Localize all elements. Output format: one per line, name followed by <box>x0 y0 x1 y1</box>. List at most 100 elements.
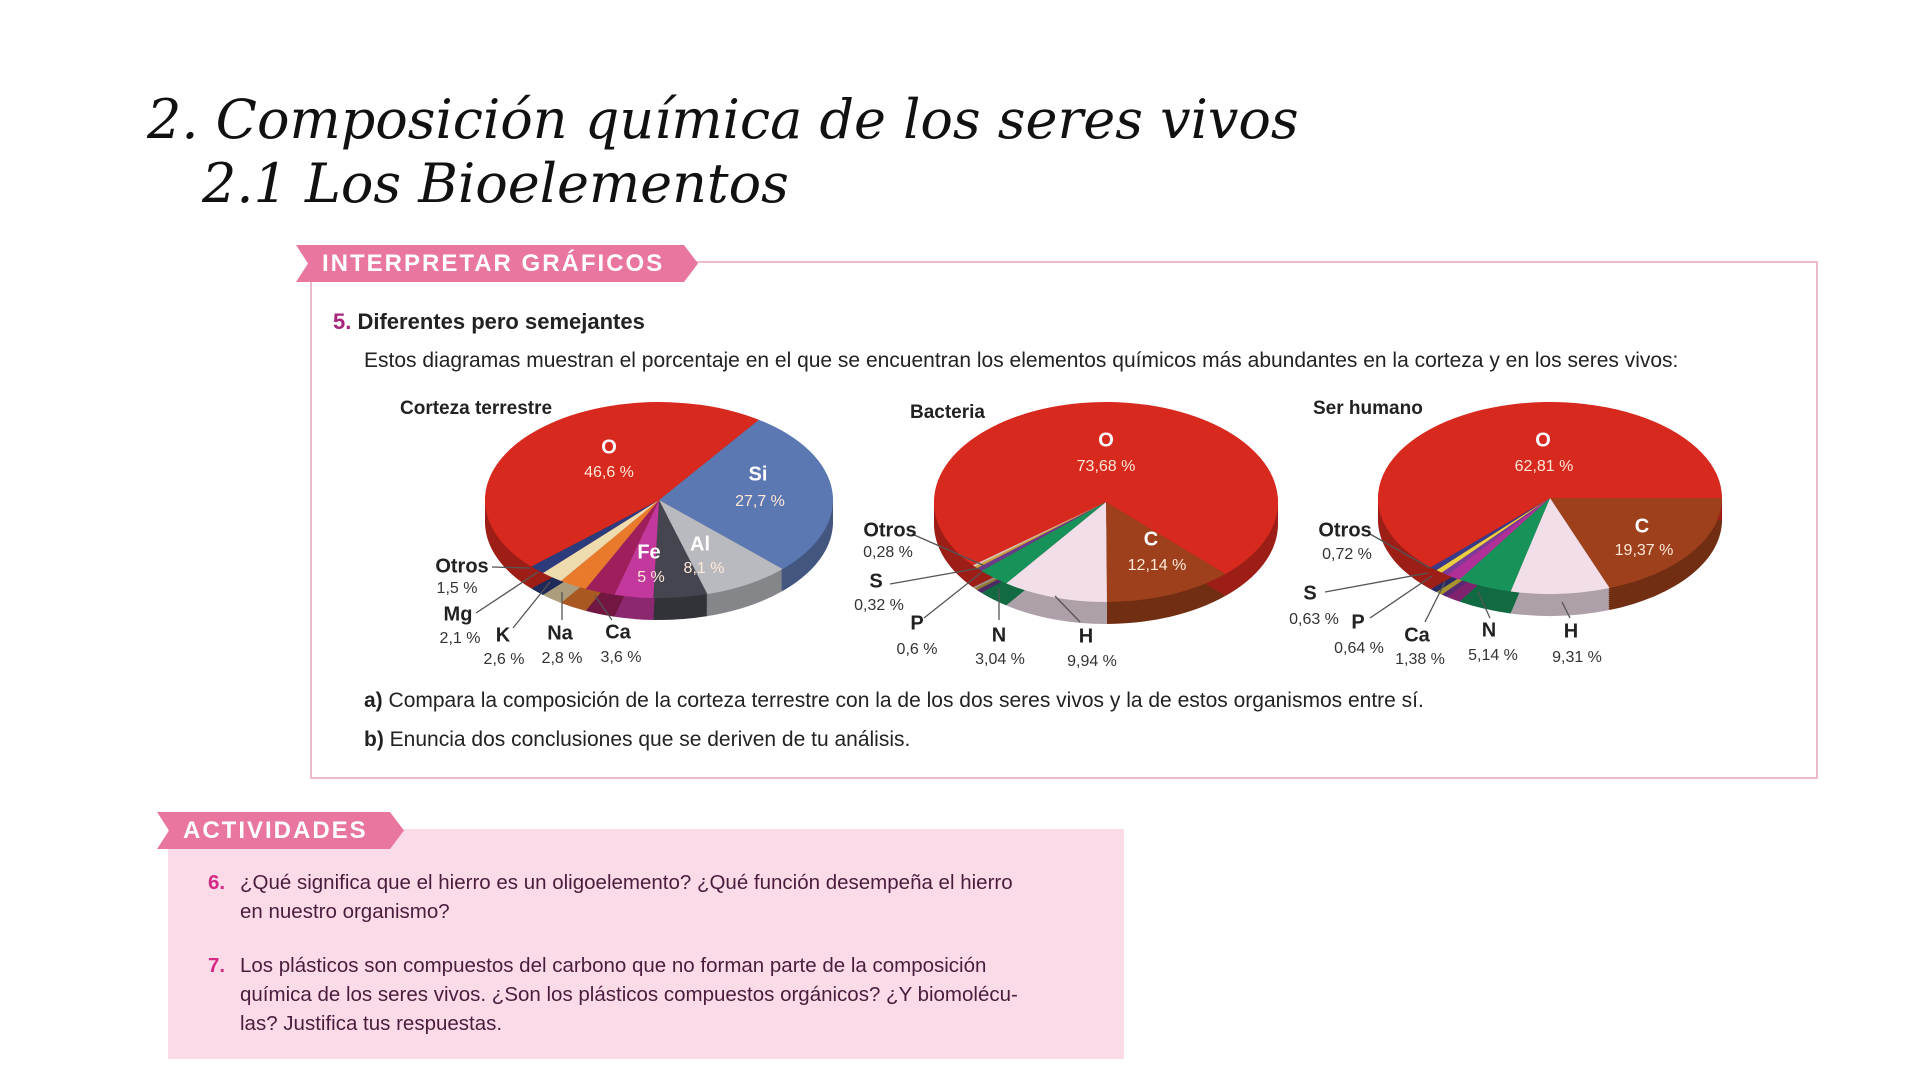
activity-text-line: ¿Qué significa que el hierro es un oligo… <box>240 871 1013 894</box>
pie-slice-n <box>1459 498 1550 592</box>
activity-7: 7. Los plásticos son compuestos del carb… <box>208 951 1018 1038</box>
exercise-number: 5. <box>333 309 352 334</box>
pie-slice-s <box>1436 498 1550 573</box>
leader-line <box>512 581 551 629</box>
label-value: 2,8 % <box>541 650 583 667</box>
leader-lines <box>475 533 1571 629</box>
interpret-box <box>310 261 1818 779</box>
label-element: O <box>1098 429 1114 452</box>
label-element: Otros <box>435 555 489 578</box>
interpret-banner: INTERPRETAR GRÁFICOS <box>296 245 698 282</box>
leader-line <box>1054 595 1081 623</box>
label-element: P <box>1351 611 1365 634</box>
leader-line <box>491 566 531 569</box>
label-value: 5 % <box>637 569 665 586</box>
label-value: 5,14 % <box>1468 647 1518 664</box>
label-value: 9,94 % <box>1067 653 1117 670</box>
exercise-heading: 5. Diferentes pero semejantes <box>333 309 645 335</box>
pie-slice-h <box>1510 498 1610 594</box>
leader-line <box>1424 581 1446 623</box>
exercise-title: Diferentes pero semejantes <box>357 309 645 334</box>
label-value: 46,6 % <box>584 464 634 481</box>
pie-slice-ca <box>614 500 659 598</box>
label-element: Ca <box>605 621 631 644</box>
label-value: 0,28 % <box>863 544 913 561</box>
activities-box <box>168 829 1124 1059</box>
pie-slice-o <box>485 402 759 567</box>
pie-corteza-terrestre <box>485 402 833 620</box>
label-value: 62,81 % <box>1514 458 1574 475</box>
activity-text-line: en nuestro organismo? <box>240 900 450 923</box>
label-value: 0,6 % <box>896 641 938 658</box>
leader-line <box>911 533 986 567</box>
label-value: 0,64 % <box>1334 640 1384 657</box>
label-element: Si <box>748 463 768 486</box>
label-element: Ca <box>1404 624 1430 647</box>
leader-line <box>1369 533 1431 569</box>
leader-line <box>475 571 539 614</box>
pie-slice-k <box>560 500 659 589</box>
leader-line <box>1477 591 1491 619</box>
pie-ser-humano <box>1377 402 1722 616</box>
label-element: Na <box>547 622 573 645</box>
activity-number: 7. <box>208 954 226 977</box>
leader-line <box>1561 601 1571 619</box>
pie-slice-n <box>981 502 1106 584</box>
label-element: S <box>869 570 883 593</box>
activity-text-line: química de los seres vivos. ¿Son los plá… <box>240 983 1018 1006</box>
chart-title-humano: Ser humano <box>1313 398 1423 419</box>
question-a: a) Compara la composición de la corteza … <box>364 689 1424 713</box>
label-element: Mg <box>443 603 473 626</box>
pie-slice-si <box>659 419 833 569</box>
pie-slice-c <box>1550 498 1722 589</box>
label-element: S <box>1303 582 1317 605</box>
leader-line <box>594 595 613 621</box>
label-value: 27,7 % <box>735 493 785 510</box>
label-value: 73,68 % <box>1076 458 1136 475</box>
label-element: C <box>1143 528 1159 551</box>
label-element: Otros <box>863 519 917 542</box>
pie-slice-c <box>1106 502 1226 602</box>
label-value: 2,1 % <box>439 630 481 647</box>
label-value: 2,6 % <box>483 651 525 668</box>
label-element: C <box>1634 515 1650 538</box>
activity-number: 6. <box>208 871 226 894</box>
label-value: 0,32 % <box>854 597 904 614</box>
leader-line <box>1369 575 1433 619</box>
pie-slice-otros <box>531 500 659 574</box>
label-value: 1,5 % <box>436 580 478 597</box>
label-element: N <box>1481 619 1497 642</box>
question-a-label: a) <box>364 689 383 712</box>
pie-slice-ca <box>1447 498 1550 580</box>
question-b-label: b) <box>364 728 384 751</box>
pie-slice-al <box>659 500 783 595</box>
slide-title: 2. Composición química de los seres vivo… <box>147 88 1299 151</box>
activity-text-line: Los plásticos son compuestos del carbono… <box>240 954 987 977</box>
label-value: 1,38 % <box>1395 651 1445 668</box>
exercise-description: Estos diagramas muestran el porcentaje e… <box>364 349 1679 372</box>
slide-subtitle: 2.1 Los Bioelementos <box>202 152 789 215</box>
label-value: 0,63 % <box>1289 611 1339 628</box>
label-element: O <box>1535 429 1551 452</box>
label-value: 8,1 % <box>683 560 725 577</box>
label-value: 0,72 % <box>1322 546 1372 563</box>
chart-title-corteza: Corteza terrestre <box>400 398 553 419</box>
leader-line <box>923 571 983 619</box>
pie-slice-otros <box>972 502 1106 567</box>
label-element: K <box>495 624 511 647</box>
pie-slice-fe <box>653 500 708 598</box>
question-b-text: Enuncia dos conclusiones que se deriven … <box>389 728 911 751</box>
pie-slice-otros <box>1430 498 1550 571</box>
pie-slice-o <box>933 401 1278 574</box>
pie-slice-p <box>1441 498 1550 575</box>
activities-banner: ACTIVIDADES <box>157 812 404 849</box>
label-element: H <box>1078 625 1094 648</box>
pie-slice-s <box>974 502 1106 569</box>
pie-slice-h <box>1006 502 1107 602</box>
label-element: Fe <box>637 541 661 564</box>
label-value: 3,04 % <box>975 651 1025 668</box>
leader-line <box>1324 572 1429 593</box>
pie-slice-o <box>1377 402 1722 568</box>
pie-bacteria <box>933 401 1279 624</box>
